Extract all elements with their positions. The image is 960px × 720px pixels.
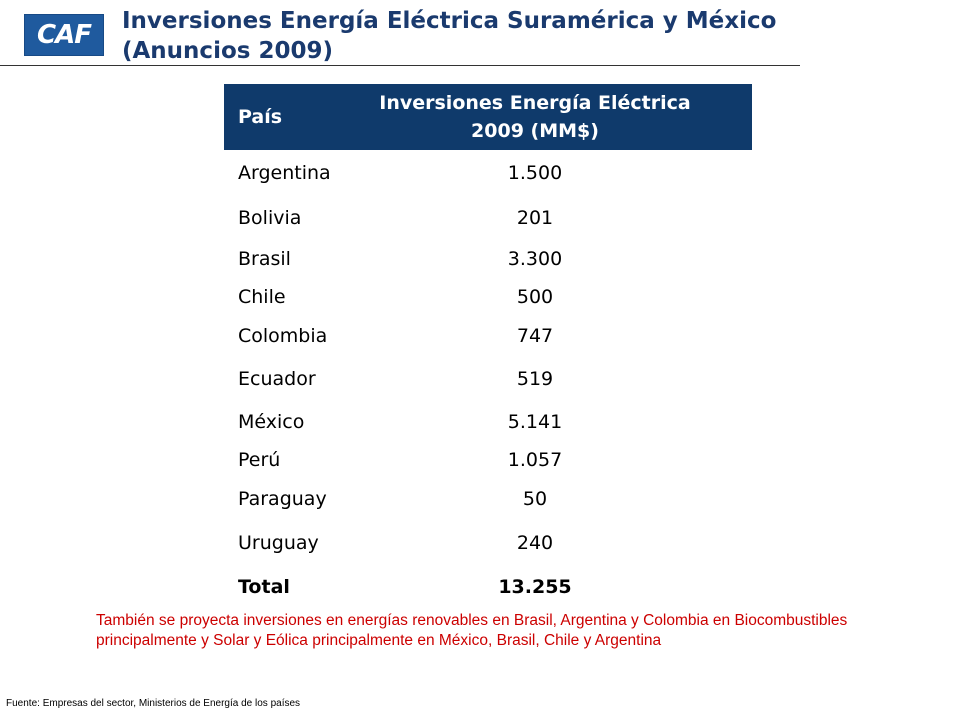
table-row: Colombia 747: [224, 316, 752, 355]
value-cell: 3.300: [507, 248, 563, 270]
total-label: Total: [238, 576, 290, 598]
country-cell: México: [238, 411, 305, 433]
value-cell: 50: [522, 487, 548, 510]
source-footnote: Fuente: Empresas del sector, Ministerios…: [6, 698, 301, 709]
country-cell: Brasil: [238, 248, 291, 270]
page-title: Inversiones Energía Eléctrica Suramérica…: [122, 8, 777, 64]
value-cell: 1.057: [507, 449, 563, 471]
country-cell: Bolivia: [238, 206, 302, 229]
value-cell: 5.141: [507, 411, 563, 433]
table-header-row: País Inversiones Energía Eléctrica 2009 …: [224, 84, 752, 150]
value-cell: 519: [516, 368, 554, 390]
table-row: Brasil 3.300: [224, 240, 752, 278]
value-cell: 747: [516, 324, 554, 347]
renewables-note: También se proyecta inversiones en energ…: [96, 612, 848, 649]
value-cell: 1.500: [507, 161, 563, 184]
investment-table: País Inversiones Energía Eléctrica 2009 …: [224, 84, 752, 606]
table-row: México 5.141: [224, 403, 752, 441]
caf-logo: CAF: [24, 14, 104, 56]
country-cell: Uruguay: [238, 532, 319, 554]
country-cell: Paraguay: [238, 487, 327, 510]
table-row: Bolivia 201: [224, 195, 752, 240]
table-row: Perú 1.057: [224, 441, 752, 479]
value-cell: 201: [516, 206, 554, 229]
table-row: Ecuador 519: [224, 355, 752, 403]
total-row: Total 13.255: [224, 568, 752, 606]
country-cell: Perú: [238, 449, 281, 471]
column-header-investment: Inversiones Energía Eléctrica 2009 (MM$): [370, 84, 752, 150]
logo-text: CAF: [37, 20, 92, 50]
column-header-country: País: [224, 84, 370, 150]
value-cell: 240: [516, 532, 554, 554]
title-divider: [0, 65, 800, 66]
table-row: Argentina 1.500: [224, 150, 752, 195]
country-cell: Chile: [238, 286, 286, 308]
value-cell: 500: [516, 286, 554, 308]
country-cell: Colombia: [238, 324, 328, 347]
table-row: Chile 500: [224, 278, 752, 316]
country-cell: Argentina: [238, 161, 331, 184]
country-cell: Ecuador: [238, 368, 316, 390]
table-row: Uruguay 240: [224, 518, 752, 568]
table-row: Paraguay 50: [224, 479, 752, 518]
total-value: 13.255: [498, 576, 572, 598]
